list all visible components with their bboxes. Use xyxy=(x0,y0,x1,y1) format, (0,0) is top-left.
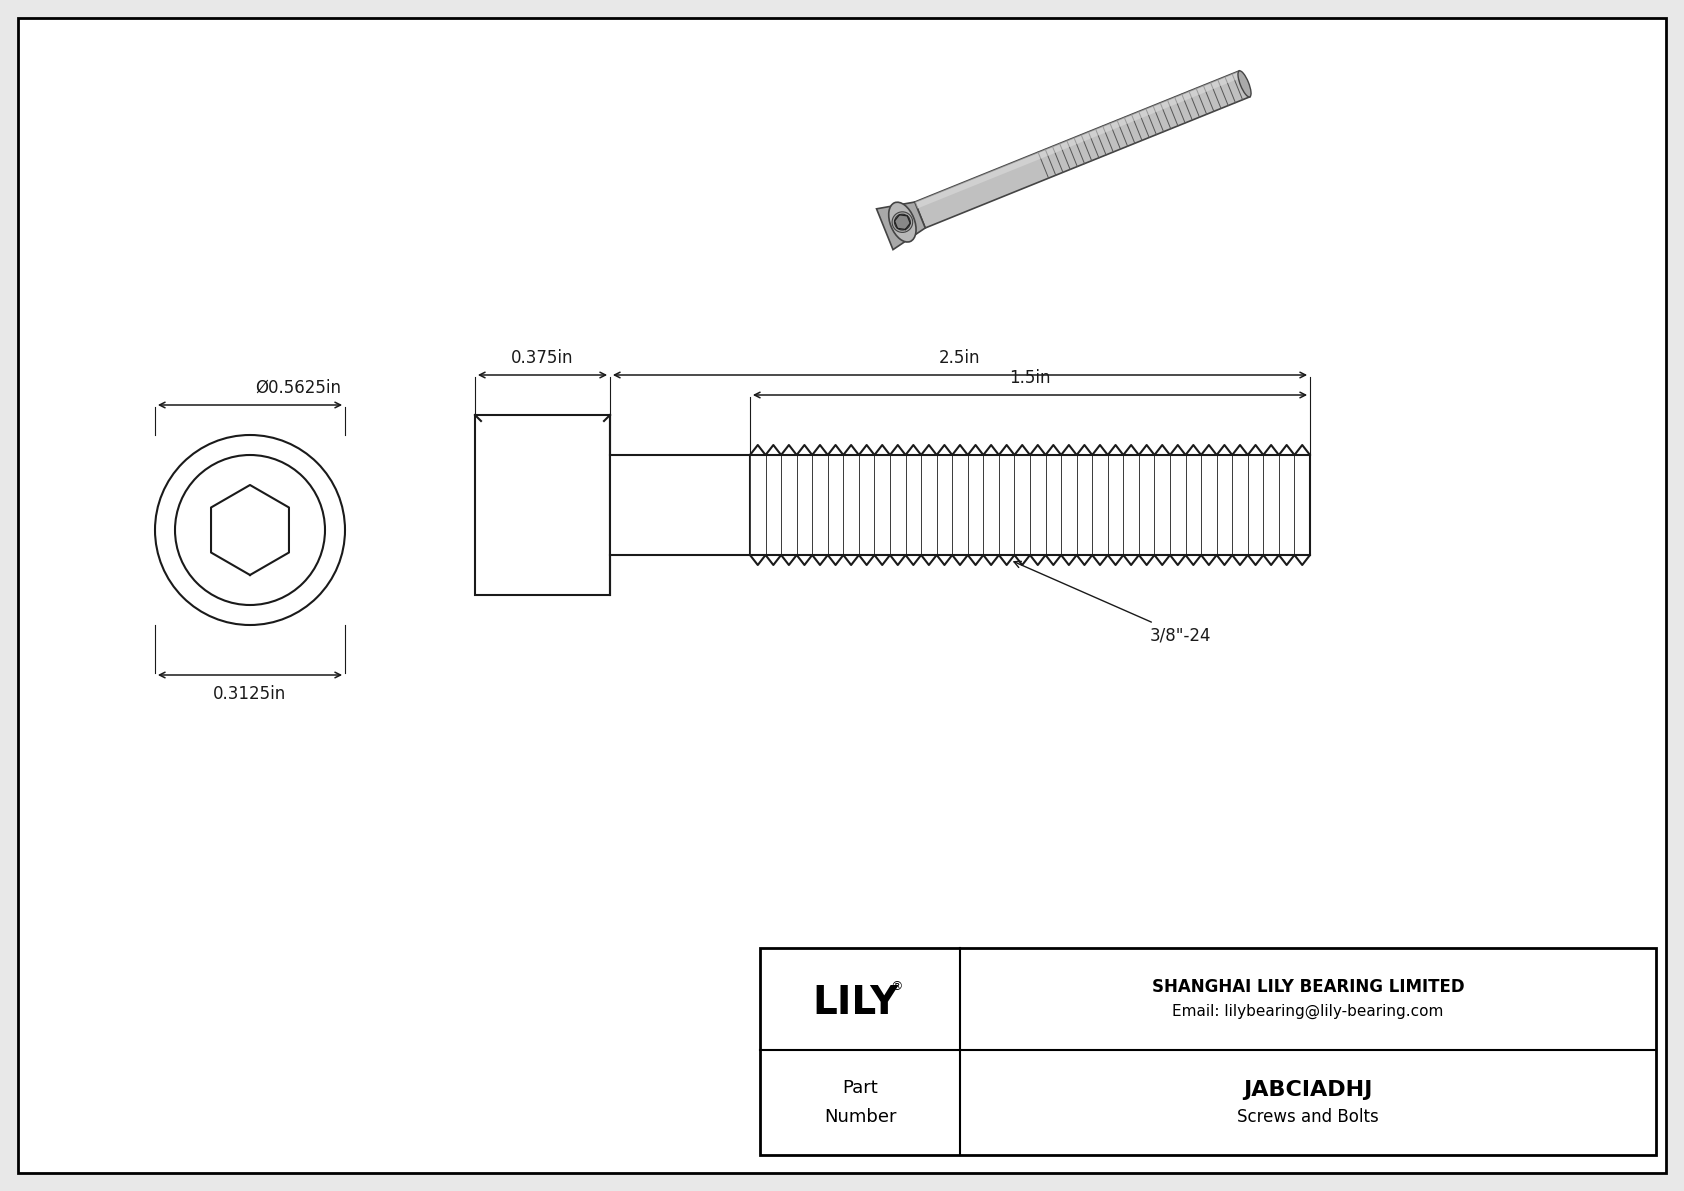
Ellipse shape xyxy=(1238,70,1251,96)
Circle shape xyxy=(893,212,913,232)
Ellipse shape xyxy=(889,202,916,242)
Text: Screws and Bolts: Screws and Bolts xyxy=(1238,1108,1379,1125)
Bar xyxy=(610,455,749,555)
Circle shape xyxy=(894,214,911,230)
Polygon shape xyxy=(914,71,1241,208)
Text: 2.5in: 2.5in xyxy=(940,349,980,367)
Bar xyxy=(749,455,1310,555)
Text: 0.375in: 0.375in xyxy=(512,349,574,367)
Text: Part
Number: Part Number xyxy=(823,1079,896,1127)
Circle shape xyxy=(175,455,325,605)
Bar xyxy=(759,948,1655,1155)
Text: Ø0.5625in: Ø0.5625in xyxy=(254,379,340,397)
Circle shape xyxy=(155,435,345,625)
Polygon shape xyxy=(877,202,925,250)
Text: Email: lilybearing@lily-bearing.com: Email: lilybearing@lily-bearing.com xyxy=(1172,1003,1443,1018)
Text: ®: ® xyxy=(889,980,903,993)
Text: 1.5in: 1.5in xyxy=(1009,369,1051,387)
Text: SHANGHAI LILY BEARING LIMITED: SHANGHAI LILY BEARING LIMITED xyxy=(1152,978,1465,996)
Text: 3/8"-24: 3/8"-24 xyxy=(1014,561,1211,644)
Bar xyxy=(475,414,610,596)
Text: JABCIADHJ: JABCIADHJ xyxy=(1243,1080,1372,1100)
Polygon shape xyxy=(914,71,1250,227)
Text: 0.3125in: 0.3125in xyxy=(214,685,286,703)
Text: LILY: LILY xyxy=(812,984,898,1022)
